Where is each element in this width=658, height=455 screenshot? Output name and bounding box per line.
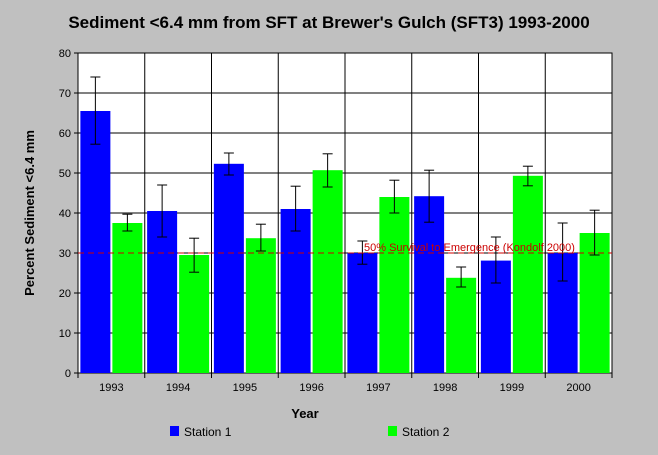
error-bar-station-2-2000 bbox=[589, 209, 600, 256]
x-tick-label: 1995 bbox=[233, 382, 257, 394]
error-bar-station-1-1993 bbox=[90, 76, 101, 145]
bar-station-1-1997 bbox=[347, 253, 378, 373]
legend-label: Station 2 bbox=[402, 425, 450, 439]
x-axis-ticks: 1993 1994 1995 1996 1997 1998 1999 2000 bbox=[77, 373, 613, 394]
y-tick-label: 40 bbox=[59, 208, 71, 220]
chart-title: Sediment <6.4 mm from SFT at Brewer's Gu… bbox=[68, 13, 589, 32]
x-tick-label: 1998 bbox=[433, 382, 457, 394]
legend: Station 1 Station 2 bbox=[170, 425, 450, 439]
bar-station-2-1993 bbox=[112, 223, 143, 373]
bar-station-1-1995 bbox=[213, 163, 244, 373]
y-tick-label: 30 bbox=[59, 248, 71, 260]
legend-item-station-1: Station 1 bbox=[170, 425, 232, 439]
bar-station-1-1993 bbox=[80, 111, 111, 373]
error-bars bbox=[90, 76, 600, 288]
legend-swatch bbox=[170, 426, 179, 436]
x-axis-label: Year bbox=[291, 406, 318, 421]
error-bar-station-2-1994 bbox=[189, 237, 200, 273]
x-tick-label: 2000 bbox=[566, 382, 590, 394]
y-tick-label: 50 bbox=[59, 168, 71, 180]
bars bbox=[80, 111, 610, 373]
error-bar-station-1-1998 bbox=[424, 169, 435, 223]
y-tick-label: 20 bbox=[59, 288, 71, 300]
legend-item-station-2: Station 2 bbox=[388, 425, 450, 439]
error-bar-station-1-1994 bbox=[157, 184, 168, 238]
reference-line-label: 50% Survival to Emergence (Kondolf 2000) bbox=[364, 242, 575, 254]
y-tick-label: 0 bbox=[65, 368, 71, 380]
error-bar-station-1-1999 bbox=[490, 236, 501, 284]
legend-swatch bbox=[388, 426, 397, 436]
y-axis-label: Percent Sediment <6.4 mm bbox=[22, 130, 37, 296]
error-bar-station-2-1993 bbox=[122, 213, 133, 232]
y-tick-label: 60 bbox=[59, 128, 71, 140]
error-bar-station-2-1999 bbox=[522, 165, 533, 187]
y-tick-label: 80 bbox=[59, 48, 71, 60]
bar-station-1-1998 bbox=[414, 196, 445, 373]
bar-station-2-1994 bbox=[179, 255, 210, 373]
bar-station-2-1999 bbox=[512, 175, 543, 373]
x-tick-label: 1993 bbox=[99, 382, 123, 394]
error-bar-station-1-2000 bbox=[557, 222, 568, 282]
bar-station-2-1998 bbox=[446, 277, 477, 373]
bar-station-1-1994 bbox=[147, 211, 178, 373]
bar-station-1-1996 bbox=[280, 209, 311, 373]
y-axis-ticks: 0 10 20 30 40 50 60 70 80 bbox=[59, 48, 78, 380]
reference-line: 50% Survival to Emergence (Kondolf 2000) bbox=[78, 242, 612, 254]
x-tick-label: 1997 bbox=[366, 382, 390, 394]
y-tick-label: 70 bbox=[59, 88, 71, 100]
bar-station-2-1997 bbox=[379, 197, 410, 373]
x-tick-label: 1999 bbox=[500, 382, 524, 394]
x-tick-label: 1996 bbox=[299, 382, 323, 394]
bar-station-2-1995 bbox=[245, 238, 276, 373]
y-tick-label: 10 bbox=[59, 328, 71, 340]
error-bar-station-2-1998 bbox=[456, 266, 467, 288]
error-bar-station-1-1995 bbox=[223, 152, 234, 176]
error-bar-station-2-1997 bbox=[389, 179, 400, 214]
x-tick-label: 1994 bbox=[166, 382, 190, 394]
bar-station-2-1996 bbox=[312, 170, 343, 373]
error-bar-station-1-1996 bbox=[290, 185, 301, 232]
legend-label: Station 1 bbox=[184, 425, 232, 439]
bar-station-2-2000 bbox=[579, 233, 610, 373]
error-bar-station-2-1995 bbox=[255, 223, 266, 252]
error-bar-station-2-1996 bbox=[322, 153, 333, 188]
